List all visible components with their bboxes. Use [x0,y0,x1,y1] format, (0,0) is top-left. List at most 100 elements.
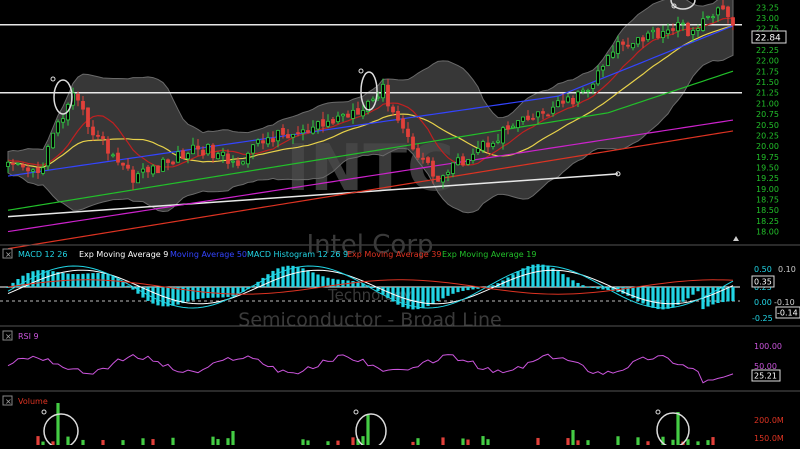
legend-ema19: Exp Moving Average 19 [442,250,536,259]
volume-bar [356,439,360,445]
candle-body [166,159,170,163]
volume-bar [636,437,640,445]
price-tick: 20.75 [756,110,779,119]
candle-body [626,44,630,47]
volume-bar [481,436,485,445]
price-tick: 19.25 [756,174,779,183]
macd-hist-bar [486,286,490,288]
price-panel: INTC 23.2523.0022.7522.5022.2522.0021.75… [0,0,787,250]
volume-bar [441,437,445,445]
candle-body [511,125,515,129]
candle-body [341,113,345,117]
price-tick: 21.00 [756,99,779,108]
macd-hist-bar [546,266,550,287]
legend-rsi: RSI 9 [18,332,39,341]
macd-hist-bar [421,287,425,308]
volume-bar [211,436,215,445]
macd-hist-bar [261,277,265,287]
candle-body [56,121,60,134]
macd-hist-bar [626,287,630,296]
macd-hist-bar [136,287,140,294]
macd-hist-bar [146,287,150,301]
candle-body [136,173,140,184]
candle-body [186,153,190,160]
macd-hist-value-label: -0.14 [777,309,798,318]
volume-bar [141,438,145,445]
candle-body [236,160,240,166]
sma50-line [7,25,734,177]
macd-hist-bar [286,265,290,287]
candle-body [446,171,450,175]
macd-hist-bar [191,287,195,301]
macd-hist-bar [666,287,670,309]
candle-body [681,22,685,25]
candle-body [106,138,110,154]
macd-hist-bar [456,287,460,293]
volume-bar [121,440,125,445]
candle-body [386,84,390,107]
macd-hist-bar [326,277,330,287]
volume-tick: 200.0M [754,416,784,425]
candle-body [701,18,705,31]
candle-body [606,55,610,66]
volume-bar [101,439,105,445]
macd-hist-bar [6,287,10,288]
candle-body [36,167,40,173]
highlight-dot [671,3,677,9]
volume-bar [56,403,60,445]
candle-body [581,89,585,92]
candle-body [401,118,405,129]
macd-hist-value-box [775,306,800,319]
macd-hist-bar [431,287,435,304]
macd-hist-bar [266,274,270,287]
support-trendline[interactable] [7,173,619,218]
candle-body [636,37,640,45]
volume-bar [171,437,175,445]
volume-bar [361,436,365,445]
candle-body [101,136,105,139]
candle-body [476,148,480,153]
macd-tick: 0.00 [754,298,772,307]
macd-hist-bar [196,287,200,300]
candle-body [676,22,680,32]
candle-body [716,7,720,16]
macd-hist-bar [521,268,525,287]
candle-body [466,159,470,165]
highlight-circle [53,79,73,115]
close-icon[interactable] [2,248,13,259]
macd-hist-bar [596,287,600,289]
price-tick: 19.75 [756,153,779,162]
volume-bar [686,439,690,445]
candle-body [556,100,560,108]
volume-bar [616,436,620,445]
candle-body [551,106,555,114]
watermark-sector: Technology [327,286,412,304]
macd-hist-bar [556,270,560,287]
volume-bar [36,436,40,445]
macd-hist-bar [531,264,535,287]
volume-bar [671,439,675,445]
scroll-marker-icon[interactable] [733,236,739,241]
macd-hist-bar [536,264,540,287]
candle-body [31,169,35,172]
candle-body [261,140,265,144]
macd-hist-bar [571,280,575,287]
candlesticks [6,0,735,190]
macd-hist-bar [661,287,665,310]
volume-bar [336,440,340,445]
price-tick: 18.50 [756,206,779,215]
close-icon[interactable] [2,330,13,341]
macd-hist-bar [401,287,405,308]
price-tick: 23.00 [756,14,779,23]
macd-hist-bar [46,270,50,287]
macd-hist-bar [226,287,230,297]
candle-body [276,130,280,142]
candle-body [596,70,600,85]
candle-body [531,117,535,120]
candle-body [396,110,400,121]
trendline-handle[interactable] [615,171,621,177]
candle-body [156,165,160,174]
close-icon[interactable] [2,395,13,406]
candle-body [111,154,115,157]
candle-body [131,169,135,183]
